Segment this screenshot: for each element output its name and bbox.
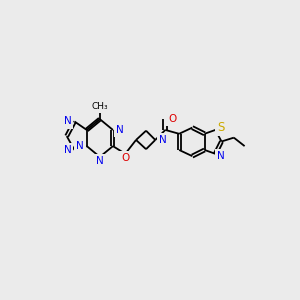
Text: CH₃: CH₃: [92, 102, 108, 111]
Text: N: N: [217, 151, 225, 161]
Text: S: S: [217, 121, 224, 134]
Text: N: N: [76, 141, 84, 151]
Text: O: O: [168, 114, 177, 124]
Text: N: N: [116, 125, 124, 135]
Text: N: N: [159, 135, 167, 145]
Text: N: N: [64, 145, 71, 155]
Text: N: N: [96, 156, 104, 166]
Text: O: O: [121, 153, 129, 163]
Text: N: N: [64, 116, 71, 127]
